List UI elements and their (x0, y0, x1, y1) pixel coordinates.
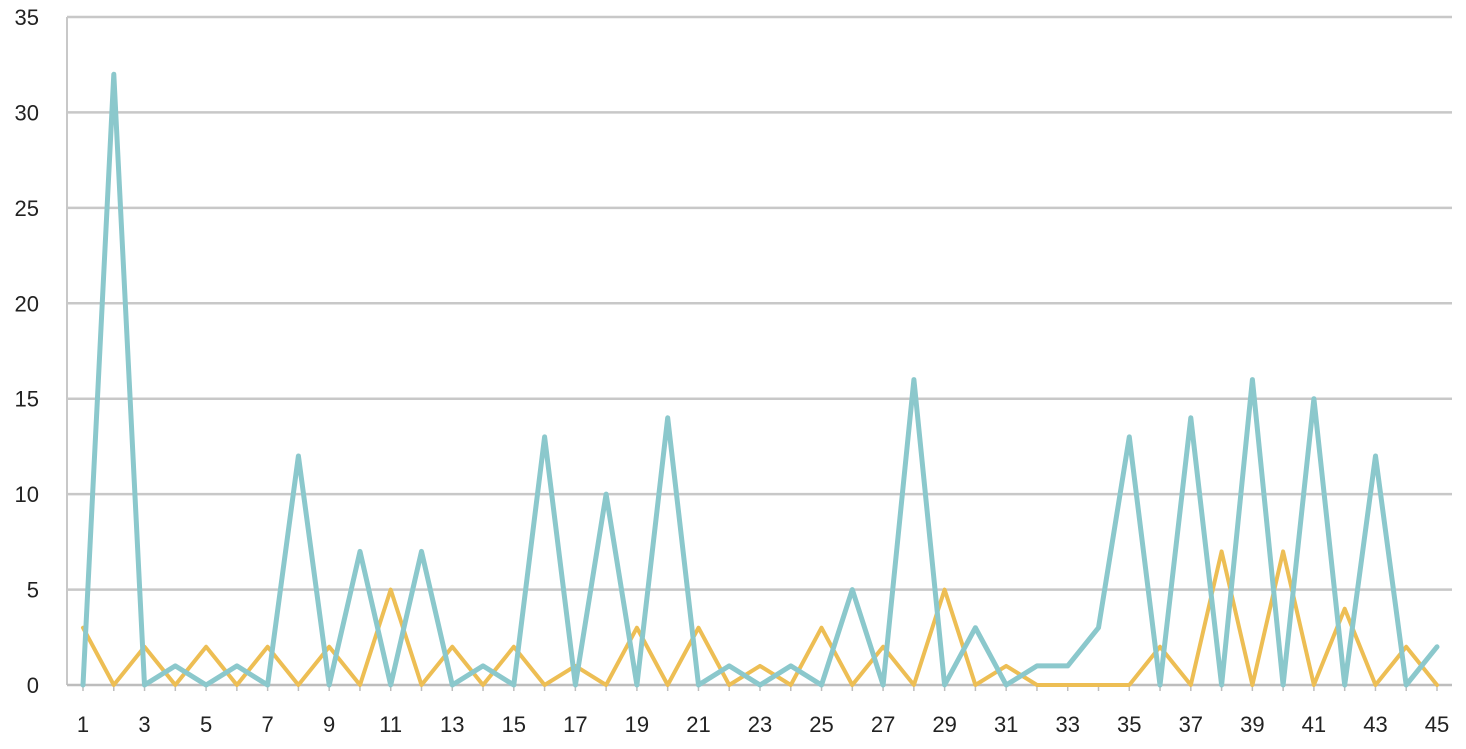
x-tick-label: 13 (440, 712, 464, 737)
x-tick-label: 31 (994, 712, 1018, 737)
x-tick-label: 35 (1117, 712, 1141, 737)
y-tick-label: 0 (27, 673, 39, 698)
x-tick-label: 5 (200, 712, 212, 737)
x-tick-label: 1 (77, 712, 89, 737)
y-tick-labels: 0 5 10 15 20 25 30 35 (15, 5, 39, 698)
x-tick-label: 43 (1363, 712, 1387, 737)
y-tick-label: 5 (27, 578, 39, 603)
x-tick-label: 37 (1179, 712, 1203, 737)
y-tick-label: 10 (15, 482, 39, 507)
x-tick-label: 33 (1055, 712, 1079, 737)
y-tick-label: 20 (15, 291, 39, 316)
x-tick-label: 15 (502, 712, 526, 737)
y-tick-label: 30 (15, 100, 39, 125)
series-lines (80, 71, 1440, 688)
y-tick-label: 25 (15, 196, 39, 221)
x-tick-label: 9 (323, 712, 335, 737)
x-tick-label: 25 (809, 712, 833, 737)
x-tick-label: 7 (262, 712, 274, 737)
x-tick-label: 41 (1302, 712, 1326, 737)
x-tick-label: 27 (871, 712, 895, 737)
x-tick-label: 17 (563, 712, 587, 737)
x-tick-label: 39 (1240, 712, 1264, 737)
x-tick-label: 11 (379, 712, 402, 737)
x-tick-label: 45 (1425, 712, 1449, 737)
gridlines (67, 15, 1452, 591)
series-line-2 (80, 71, 1440, 688)
x-tick-label: 29 (932, 712, 956, 737)
y-tick-label: 35 (15, 5, 39, 30)
x-tick-label: 21 (686, 712, 710, 737)
x-tick-label: 19 (625, 712, 649, 737)
x-tick-label: 23 (748, 712, 772, 737)
x-tick-label: 3 (138, 712, 150, 737)
y-tick-label: 15 (15, 387, 39, 412)
x-tick-labels: 1 3 5 7 9 11 13 15 17 19 21 23 25 27 29 31 33 35 37 39 41 43 4… (77, 712, 1449, 737)
